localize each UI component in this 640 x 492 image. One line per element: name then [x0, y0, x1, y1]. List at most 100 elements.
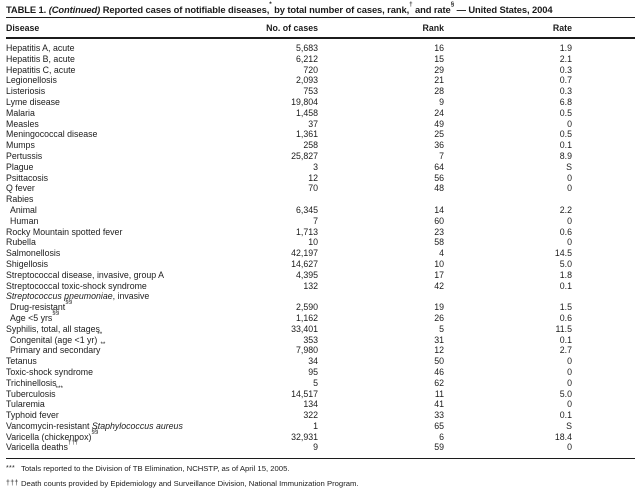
cases-cell: 6,212 — [295, 53, 318, 64]
rate-cell: 2.2 — [559, 204, 572, 215]
rate-cell: 0 — [567, 118, 572, 129]
rate-cell: 1.5 — [559, 302, 572, 313]
rank-cell: 17 — [434, 269, 444, 280]
rate-cell — [444, 291, 635, 302]
rank-cell: 36 — [434, 140, 444, 151]
rank-cell: 26 — [434, 312, 444, 323]
disease-cell: Mumps — [6, 140, 35, 151]
rate-cell: 0 — [567, 377, 572, 388]
table-header: Disease No. of cases Rank Rate — [6, 18, 635, 39]
table-section-row: Rabies — [6, 194, 635, 205]
rate-cell: 0.1 — [559, 140, 572, 151]
disease-cell: Listeriosis — [6, 86, 46, 97]
table-row: Tuberculosis*** 14,517 11 5.0 — [6, 384, 635, 400]
cases-cell: 3 — [313, 161, 318, 172]
footnote-tb: *** Totals reported to the Division of TB… — [6, 464, 635, 474]
disease-cell: Varicella (chickenpox)§§ — [6, 427, 99, 442]
disease-cell: Varicella deaths††† — [6, 438, 79, 453]
cases-cell — [250, 194, 318, 205]
disease-cell: Typhoid fever — [6, 410, 59, 421]
rate-cell: 18.4 — [554, 431, 572, 442]
table-row: Hepatitis C, acute 720 29 0.3 — [6, 65, 635, 76]
title-label: TABLE 1. — [6, 4, 49, 15]
table-row: Rocky Mountain spotted fever 1,713 23 0.6 — [6, 227, 635, 238]
cases-cell: 2,590 — [295, 302, 318, 313]
disease-cell: Plague — [6, 161, 34, 172]
rate-cell: 5.0 — [559, 388, 572, 399]
rate-cell: S — [566, 161, 572, 172]
disease-cell: Tuberculosis*** — [6, 384, 63, 399]
disease-cell: Human — [10, 215, 39, 226]
table-row: Typhoid fever 322 33 0.1 — [6, 410, 635, 421]
cases-cell: 37 — [308, 118, 318, 129]
title-text-4: — United States, 2004 — [454, 4, 553, 15]
cases-cell: 5,683 — [295, 43, 318, 53]
table-row: Q fever 70 48 0 — [6, 183, 635, 194]
disease-cell: Toxic-shock syndrome — [6, 366, 94, 377]
footnote-deaths: ††† Death counts provided by Epidemiology… — [6, 479, 635, 489]
table-row: Plague 3 64 S — [6, 162, 635, 173]
rate-cell: 0.1 — [559, 280, 572, 291]
disease-cell: Congenital (age <1 yr)** — [10, 330, 103, 345]
rank-cell: 24 — [434, 107, 444, 118]
rank-cell: 28 — [434, 86, 444, 97]
rank-cell: 10 — [434, 258, 444, 269]
rate-cell: 0 — [567, 366, 572, 377]
rate-cell: 1.9 — [559, 43, 572, 53]
cases-cell: 1 — [313, 420, 318, 431]
table-row: Pertussis 25,827 7 8.9 — [6, 151, 635, 162]
rate-cell: 0 — [567, 237, 572, 248]
cases-cell: 7,980 — [295, 345, 318, 356]
cases-cell: 33,401 — [291, 323, 318, 334]
table-row: Lyme disease 19,804 9 6.8 — [6, 97, 635, 108]
rate-cell: 0.6 — [559, 312, 572, 323]
cases-cell: 34 — [308, 356, 318, 367]
table-row: Streptococcal toxic-shock syndrome 132 42 0… — [6, 281, 635, 292]
cases-cell: 32,931 — [291, 431, 318, 442]
rate-cell: 0 — [567, 399, 572, 410]
rank-cell: 46 — [434, 366, 444, 377]
table-row: Hepatitis B, acute 6,212 15 2.1 — [6, 54, 635, 65]
rate-cell — [444, 194, 635, 205]
cases-cell: 4,395 — [295, 269, 318, 280]
rate-cell: 11.5 — [555, 323, 572, 334]
rank-cell: 16 — [434, 43, 444, 53]
rank-cell: 6 — [439, 431, 444, 442]
cases-cell: 14,517 — [291, 388, 318, 399]
table-row: Human 7 60 0 — [6, 216, 635, 227]
rank-cell: 33 — [434, 410, 444, 421]
rank-cell: 25 — [434, 129, 444, 140]
table-row: Psittacosis 12 56 0 — [6, 173, 635, 184]
disease-cell: Lyme disease — [6, 96, 60, 107]
cases-cell: 720 — [303, 64, 318, 75]
footnote-marker-asterisks: *** — [6, 465, 16, 473]
rank-cell: 21 — [434, 75, 444, 86]
table-row: Vancomycin-resistant Staphylococcus aure… — [6, 421, 635, 432]
disease-cell: Pertussis — [6, 150, 43, 161]
footnote-text: Totals reported to the Division of TB El… — [21, 464, 290, 474]
rank-cell: 9 — [439, 96, 444, 107]
column-header-disease: Disease — [6, 18, 250, 39]
rate-cell: 0 — [567, 172, 572, 183]
table-row: Listeriosis 753 28 0.3 — [6, 86, 635, 97]
rank-cell: 62 — [434, 377, 444, 388]
footnote-marker-daggers: ††† — [6, 480, 19, 488]
cases-cell: 1,713 — [295, 226, 318, 237]
disease-cell: Tularemia — [6, 399, 45, 410]
disease-cell: Hepatitis B, acute — [6, 53, 75, 64]
cases-cell: 1,361 — [295, 129, 318, 140]
rank-cell: 23 — [434, 226, 444, 237]
rank-cell: 49 — [434, 118, 444, 129]
disease-cell: Q fever — [6, 183, 35, 194]
rank-cell: 56 — [434, 172, 444, 183]
cases-cell: 70 — [308, 183, 318, 194]
title-footnote-marker-dagger: † — [409, 0, 413, 8]
disease-cell: Psittacosis — [6, 172, 49, 183]
rank-cell: 11 — [434, 388, 444, 399]
cases-cell: 42,197 — [291, 248, 318, 259]
disease-cell: Syphilis, total, all stages — [6, 323, 100, 334]
table-row: Tularemia 134 41 0 — [6, 399, 635, 410]
rank-cell: 42 — [434, 280, 444, 291]
rate-cell: 0.3 — [559, 86, 572, 97]
